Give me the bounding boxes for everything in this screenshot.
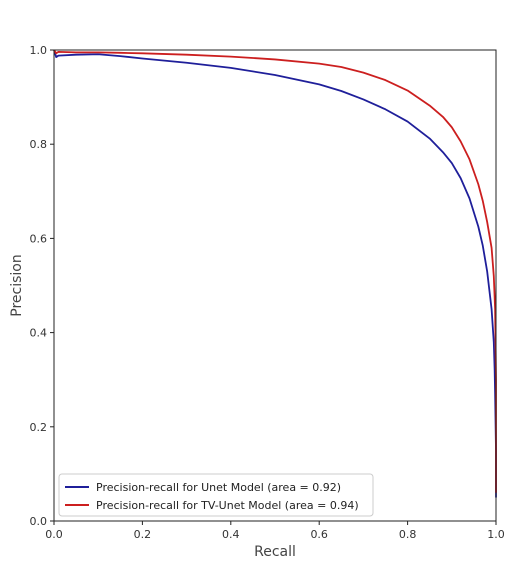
y-axis-label: Precision bbox=[9, 254, 25, 316]
series-line-tv-unet bbox=[53, 49, 497, 493]
y-tick-label: 0.0 bbox=[30, 515, 48, 528]
y-tick-label: 0.2 bbox=[30, 421, 48, 434]
plot-frame bbox=[53, 49, 497, 522]
x-tick-label: 1.0 bbox=[487, 528, 505, 541]
x-axis-ticks: 0.0 0.2 0.4 0.6 0.8 1.0 bbox=[45, 521, 505, 541]
y-tick-label: 0.4 bbox=[30, 327, 48, 340]
x-axis-label: Recall bbox=[254, 544, 296, 560]
legend-box bbox=[58, 473, 374, 517]
x-tick-label: 0.8 bbox=[399, 528, 417, 541]
series-line-unet bbox=[53, 49, 497, 498]
y-tick-label: 1.0 bbox=[30, 44, 48, 57]
y-tick-label: 0.8 bbox=[30, 138, 48, 151]
x-tick-label: 0.2 bbox=[134, 528, 152, 541]
x-tick-label: 0.4 bbox=[222, 528, 240, 541]
x-tick-label: 0.0 bbox=[45, 528, 63, 541]
y-axis-ticks: 0.0 0.2 0.4 0.6 0.8 1.0 bbox=[30, 44, 54, 528]
series-layer bbox=[53, 49, 497, 498]
y-tick-label: 0.6 bbox=[30, 232, 48, 245]
legend-label-tv-unet: Precision-recall for TV-Unet Model (area… bbox=[96, 499, 359, 512]
legend: Precision-recall for Unet Model (area = … bbox=[58, 473, 374, 517]
x-tick-label: 0.6 bbox=[310, 528, 328, 541]
legend-label-unet: Precision-recall for Unet Model (area = … bbox=[96, 481, 341, 494]
